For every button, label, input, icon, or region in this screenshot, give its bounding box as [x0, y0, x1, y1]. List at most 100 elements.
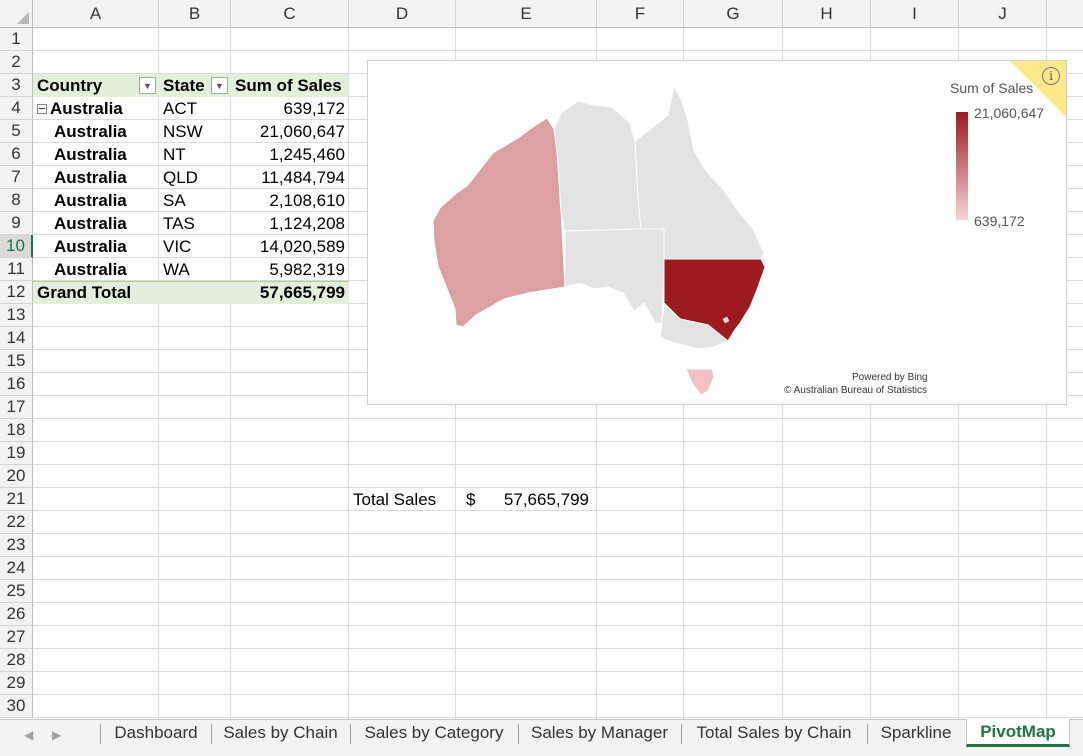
row-header[interactable]: 18 — [0, 419, 33, 442]
row-header[interactable]: 7 — [0, 166, 33, 189]
pivot-row-sales[interactable]: 11,484,794 — [261, 167, 345, 187]
map-region-act[interactable] — [722, 316, 730, 324]
pivot-row-sales[interactable]: 21,060,647 — [259, 121, 345, 141]
grid-line — [33, 602, 1083, 603]
row-header[interactable]: 11 — [0, 258, 33, 281]
column-header-j[interactable]: J — [959, 0, 1047, 28]
row-header[interactable]: 26 — [0, 603, 33, 626]
row-header[interactable]: 24 — [0, 557, 33, 580]
column-header-c[interactable]: C — [231, 0, 349, 28]
row-header[interactable]: 8 — [0, 189, 33, 212]
row-header[interactable]: 23 — [0, 534, 33, 557]
tab-sales-by-manager[interactable]: Sales by Manager — [530, 723, 669, 742]
row-header[interactable]: 22 — [0, 511, 33, 534]
state-filter-dropdown-icon[interactable]: ▼ — [211, 77, 228, 94]
row-header[interactable]: 13 — [0, 304, 33, 327]
row-header[interactable]: 29 — [0, 672, 33, 695]
row-header[interactable]: 16 — [0, 373, 33, 396]
pivot-header-country[interactable]: Country — [33, 74, 159, 97]
pivot-row-state[interactable]: SA — [163, 190, 186, 210]
row-header[interactable]: 30 — [0, 695, 33, 718]
pivot-row-sales[interactable]: 5,982,319 — [269, 259, 345, 279]
column-header-a[interactable]: A — [33, 0, 159, 28]
row-header[interactable]: 21 — [0, 488, 33, 511]
tab-scroll-right-icon[interactable]: ▶ — [52, 728, 62, 742]
abs-copyright-credit: © Australian Bureau of Statistics — [784, 385, 927, 396]
row-header[interactable]: 5 — [0, 120, 33, 143]
grid-line — [33, 441, 1083, 442]
pivot-row-state[interactable]: ACT — [163, 98, 197, 118]
map-region-vic[interactable] — [659, 301, 729, 350]
map-region-sa[interactable] — [564, 228, 665, 324]
row-header[interactable]: 20 — [0, 465, 33, 488]
info-icon[interactable]: i — [1042, 67, 1060, 85]
map-region-wa[interactable] — [432, 117, 566, 328]
tab-scroll-left-icon[interactable]: ◀ — [24, 728, 34, 742]
column-header-g[interactable]: G — [684, 0, 783, 28]
pivot-row-state[interactable]: NSW — [163, 121, 203, 141]
row-header[interactable]: 2 — [0, 51, 33, 74]
row-header[interactable]: 14 — [0, 327, 33, 350]
grid-line — [33, 694, 1083, 695]
tab-pivotmap[interactable]: PivotMap — [966, 719, 1070, 747]
pivot-row-country[interactable]: Australia — [54, 121, 127, 141]
column-header-k[interactable] — [1047, 0, 1083, 28]
row-header[interactable]: 19 — [0, 442, 33, 465]
map-region-nt[interactable] — [553, 100, 642, 232]
map-region-tas[interactable] — [685, 368, 715, 396]
row-header[interactable]: 17 — [0, 396, 33, 419]
select-all-corner[interactable] — [0, 0, 33, 28]
pivot-row-sales[interactable]: 14,020,589 — [259, 236, 345, 256]
pivot-row-state[interactable]: NT — [163, 144, 186, 164]
column-header-e[interactable]: E — [456, 0, 597, 28]
row-header[interactable]: 10 — [0, 235, 33, 258]
total-sales-label[interactable]: Total Sales — [353, 489, 437, 509]
pivot-header-sum[interactable]: Sum of Sales — [231, 74, 349, 97]
tab-total-sales-by-chain[interactable]: Total Sales by Chain — [696, 723, 852, 742]
row-header[interactable]: 3 — [0, 74, 33, 97]
grand-total-label[interactable]: Grand Total — [33, 281, 231, 304]
row-header[interactable]: 28 — [0, 649, 33, 672]
column-header-b[interactable]: B — [159, 0, 231, 28]
row-header[interactable]: 25 — [0, 580, 33, 603]
grand-total-value[interactable]: 57,665,799 — [231, 281, 349, 304]
column-header-i[interactable]: I — [871, 0, 959, 28]
pivot-row-state[interactable]: VIC — [163, 236, 192, 256]
column-header-h[interactable]: H — [783, 0, 871, 28]
row-header[interactable]: 9 — [0, 212, 33, 235]
collapse-icon[interactable] — [37, 103, 47, 114]
pivot-row-country[interactable]: Australia — [54, 190, 127, 210]
pivot-row-country[interactable]: Australia — [54, 167, 127, 187]
tab-sales-by-chain[interactable]: Sales by Chain — [223, 723, 338, 742]
pivot-row-state[interactable]: WA — [163, 259, 190, 279]
pivot-row-country[interactable]: Australia — [33, 97, 159, 120]
pivot-row-sales[interactable]: 1,245,460 — [269, 144, 345, 164]
row-header[interactable]: 12 — [0, 281, 33, 304]
pivot-row-country[interactable]: Australia — [54, 259, 127, 279]
pivot-row-sales[interactable]: 639,172 — [283, 98, 345, 118]
tab-sparkline[interactable]: Sparkline — [880, 723, 952, 742]
country-filter-dropdown-icon[interactable]: ▼ — [139, 77, 156, 94]
pivot-row-sales[interactable]: 2,108,610 — [269, 190, 345, 210]
worksheet[interactable]: A B C D E F G H I J 1 2 3 4 5 6 7 8 9 10 11 12 13 14 1… — [0, 0, 1083, 719]
currency-symbol: $ — [466, 489, 476, 509]
pivot-row-state[interactable]: TAS — [163, 213, 195, 233]
tab-dashboard[interactable]: Dashboard — [114, 723, 198, 742]
row-header[interactable]: 15 — [0, 350, 33, 373]
row-header[interactable]: 27 — [0, 626, 33, 649]
row-header[interactable]: 6 — [0, 143, 33, 166]
column-header-d[interactable]: D — [349, 0, 456, 28]
tab-sales-by-category[interactable]: Sales by Category — [364, 723, 504, 742]
grid-line — [33, 648, 1083, 649]
filled-map-chart[interactable]: i Sum of Sales 21,060,647 639,172 Powere… — [367, 60, 1067, 405]
column-header-f[interactable]: F — [597, 0, 684, 28]
pivot-row-country[interactable]: Australia — [54, 213, 127, 233]
row-header[interactable]: 1 — [0, 28, 33, 51]
pivot-row-country[interactable]: Australia — [54, 236, 127, 256]
total-sales-value-cell[interactable]: $ 57,665,799 — [456, 488, 597, 511]
pivot-row-state[interactable]: QLD — [163, 167, 198, 187]
grid-line — [33, 418, 1083, 419]
pivot-row-country[interactable]: Australia — [54, 144, 127, 164]
row-header[interactable]: 4 — [0, 97, 33, 120]
pivot-row-sales[interactable]: 1,124,208 — [269, 213, 345, 233]
